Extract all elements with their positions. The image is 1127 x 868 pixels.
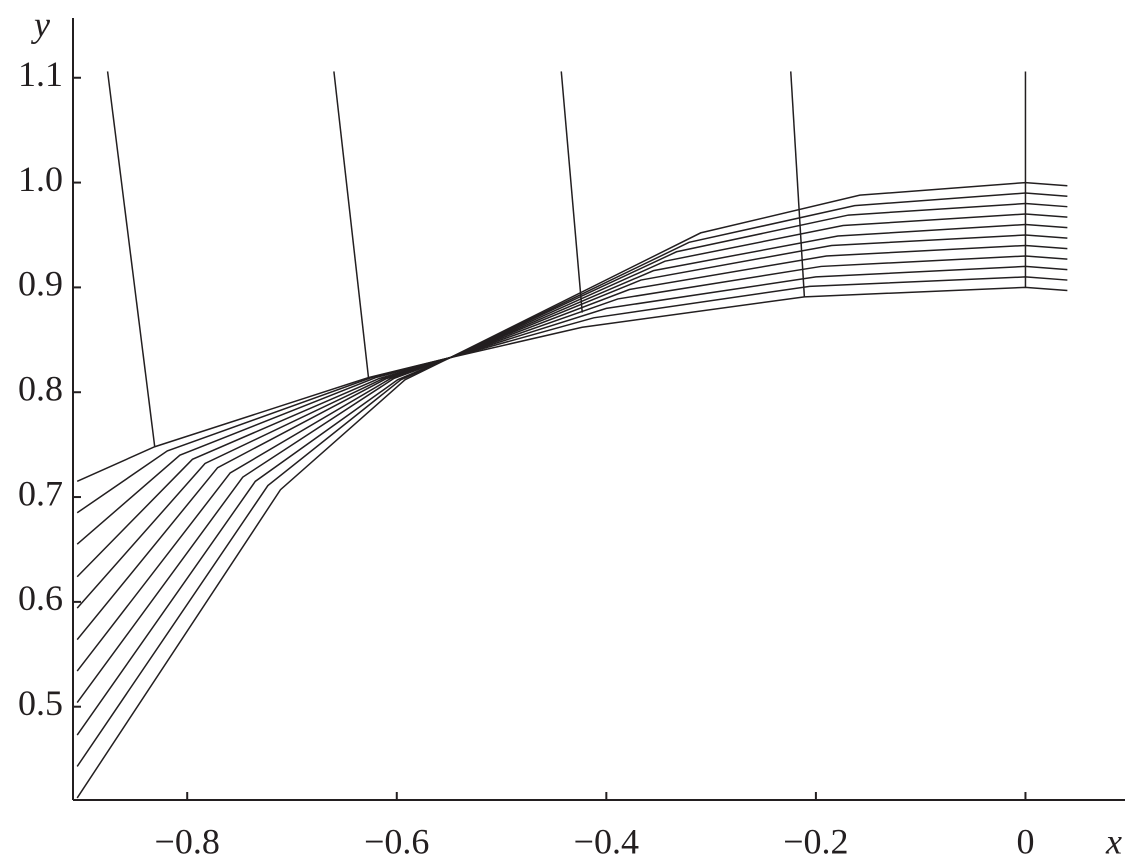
y-tick-label: 0.8 <box>18 368 63 408</box>
y-tick-label: 0.9 <box>18 264 63 304</box>
line <box>76 276 1068 767</box>
y-tick-label: 0.5 <box>18 683 63 723</box>
line <box>76 244 1068 672</box>
line <box>76 213 1068 578</box>
line <box>76 234 1068 641</box>
y-tick-label: 1.0 <box>18 159 63 199</box>
x-tick-label: 0 <box>1016 821 1034 861</box>
y-tick-label: 0.6 <box>18 578 63 618</box>
line <box>333 71 370 378</box>
x-tick-label: −0.4 <box>574 821 639 861</box>
line <box>76 223 1068 609</box>
line <box>76 286 1068 799</box>
line <box>790 71 806 297</box>
line <box>76 255 1068 703</box>
y-tick-label: 1.1 <box>18 54 63 94</box>
line <box>76 202 1068 545</box>
x-axis-label: x <box>1105 821 1122 861</box>
line <box>76 181 1068 483</box>
line <box>76 192 1068 514</box>
x-tick-label: −0.8 <box>155 821 220 861</box>
line <box>76 265 1068 736</box>
y-axis-label: y <box>31 4 50 44</box>
x-tick-label: −0.6 <box>364 821 429 861</box>
line <box>106 71 156 447</box>
y-tick-label: 0.7 <box>18 473 63 513</box>
x-tick-label: −0.2 <box>783 821 848 861</box>
line <box>560 71 583 313</box>
